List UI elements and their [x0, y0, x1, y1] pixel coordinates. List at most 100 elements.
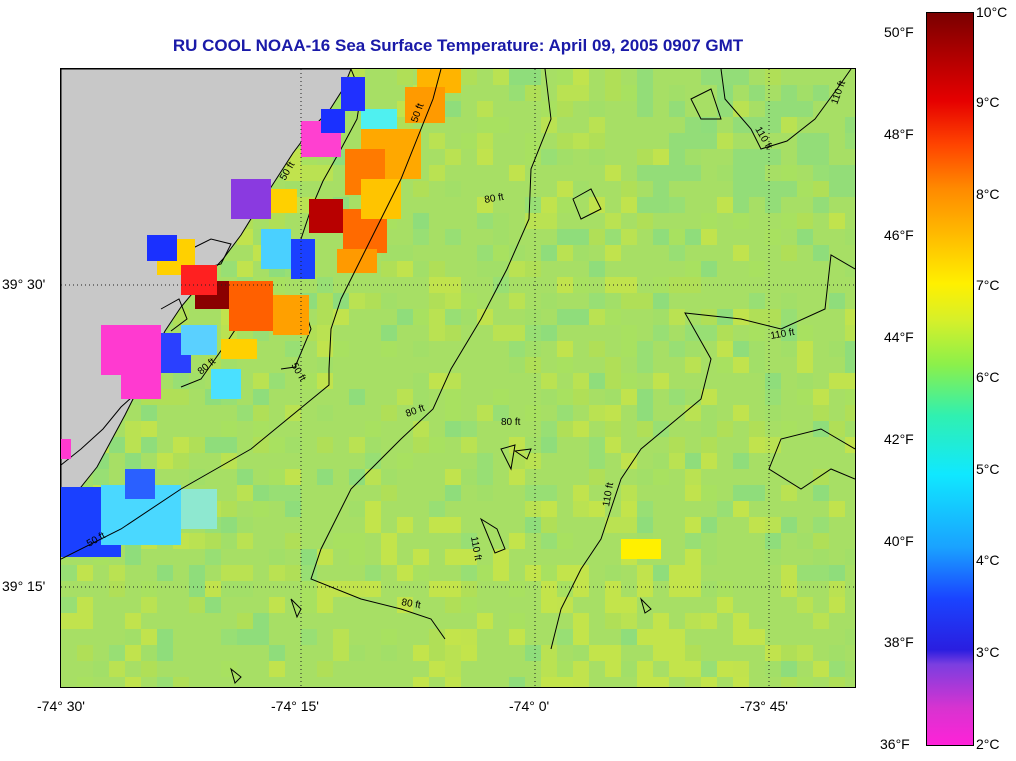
ocean-pixel: [381, 645, 397, 661]
ocean-pixel: [413, 389, 429, 405]
ocean-pixel: [413, 549, 429, 565]
ocean-pixel: [397, 261, 413, 277]
ocean-pixel: [605, 165, 621, 181]
ocean-pixel: [349, 389, 365, 405]
ocean-pixel: [413, 677, 429, 687]
ocean-pixel: [765, 197, 781, 213]
ocean-pixel: [765, 181, 781, 197]
ocean-pixel: [141, 581, 157, 597]
ocean-pixel: [605, 309, 621, 325]
ocean-pixel: [285, 485, 301, 501]
ocean-pixel: [669, 437, 685, 453]
ocean-pixel: [493, 229, 509, 245]
ocean-pixel: [349, 645, 365, 661]
x-tick-label: -74° 30': [37, 698, 85, 714]
ocean-pixel: [525, 565, 541, 581]
ocean-pixel: [541, 213, 557, 229]
ocean-pixel: [813, 613, 829, 629]
ocean-pixel: [221, 501, 237, 517]
ocean-pixel: [797, 213, 813, 229]
ocean-pixel: [845, 389, 855, 405]
ocean-pixel: [765, 117, 781, 133]
ocean-pixel: [621, 453, 637, 469]
ocean-pixel: [733, 501, 749, 517]
ocean-pixel: [61, 565, 77, 581]
ocean-pixel: [621, 597, 637, 613]
ocean-pixel: [605, 229, 621, 245]
ocean-pixel: [797, 149, 813, 165]
ocean-pixel: [813, 197, 829, 213]
ocean-pixel: [445, 389, 461, 405]
ocean-pixel: [525, 197, 541, 213]
ocean-pixel: [781, 213, 797, 229]
ocean-pixel: [509, 629, 525, 645]
ocean-pixel: [717, 501, 733, 517]
ocean-pixel: [205, 533, 221, 549]
ocean-pixel: [253, 613, 269, 629]
ocean-pixel: [317, 661, 333, 677]
ocean-pixel: [253, 501, 269, 517]
ocean-pixel: [509, 293, 525, 309]
ocean-pixel: [461, 629, 477, 645]
ocean-pixel: [173, 677, 189, 687]
ocean-pixel: [573, 181, 589, 197]
ocean-pixel: [637, 165, 653, 181]
ocean-pixel: [653, 565, 669, 581]
ocean-pixel: [557, 357, 573, 373]
ocean-pixel: [477, 245, 493, 261]
ocean-pixel: [317, 597, 333, 613]
ocean-pixel: [477, 133, 493, 149]
ocean-pixel: [685, 661, 701, 677]
ocean-pixel: [237, 485, 253, 501]
ocean-pixel: [813, 85, 829, 101]
ocean-pixel: [845, 165, 855, 181]
ocean-pixel: [141, 421, 157, 437]
ocean-pixel: [653, 613, 669, 629]
ocean-pixel: [717, 69, 733, 85]
ocean-pixel: [221, 661, 237, 677]
ocean-pixel: [349, 437, 365, 453]
ocean-pixel: [429, 373, 445, 389]
ocean-pixel: [765, 389, 781, 405]
ocean-pixel: [525, 341, 541, 357]
ocean-pixel: [269, 469, 285, 485]
ocean-pixel: [701, 133, 717, 149]
ocean-pixel: [605, 245, 621, 261]
ocean-pixel: [781, 661, 797, 677]
ocean-pixel: [813, 533, 829, 549]
ocean-pixel: [685, 357, 701, 373]
ocean-pixel: [557, 677, 573, 687]
ocean-pixel: [605, 357, 621, 373]
ocean-pixel: [829, 565, 845, 581]
ocean-pixel: [349, 293, 365, 309]
ocean-pixel: [445, 581, 461, 597]
contour-label-110ft-4: 110 ft: [601, 481, 616, 507]
ocean-pixel: [541, 245, 557, 261]
ocean-pixel: [669, 453, 685, 469]
ocean-pixel: [93, 469, 109, 485]
ocean-pixel: [509, 165, 525, 181]
ocean-pixel: [637, 629, 653, 645]
ocean-pixel: [605, 437, 621, 453]
ocean-pixel: [509, 325, 525, 341]
ocean-pixel: [125, 645, 141, 661]
ocean-pixel: [797, 373, 813, 389]
ocean-pixel: [829, 373, 845, 389]
ocean-pixel: [477, 197, 493, 213]
ocean-pixel: [365, 581, 381, 597]
ocean-pixel: [461, 309, 477, 325]
ocean-pixel: [733, 405, 749, 421]
ocean-pixel: [445, 549, 461, 565]
ocean-pixel: [253, 629, 269, 645]
ocean-pixel: [781, 165, 797, 181]
ocean-pixel: [637, 405, 653, 421]
ocean-pixel: [141, 597, 157, 613]
ocean-pixel: [813, 165, 829, 181]
ocean-pixel: [573, 645, 589, 661]
ocean-pixel: [157, 677, 173, 687]
ocean-pixel: [541, 293, 557, 309]
ocean-pixel: [557, 181, 573, 197]
ocean-pixel: [685, 133, 701, 149]
ocean-pixel: [77, 597, 93, 613]
ocean-pixel: [541, 373, 557, 389]
